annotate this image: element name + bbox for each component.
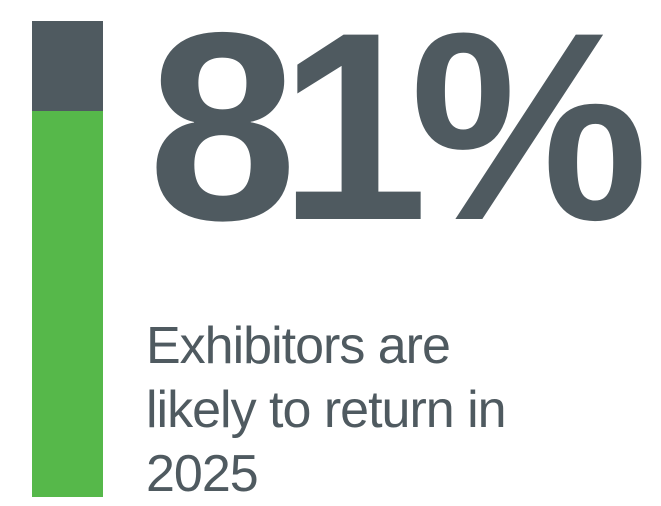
percentage-bar	[32, 21, 103, 497]
percentage-bar-fill	[32, 111, 103, 497]
stat-value: 81%	[148, 0, 648, 276]
stat-caption: Exhibitors are likely to return in 2025	[146, 317, 507, 503]
